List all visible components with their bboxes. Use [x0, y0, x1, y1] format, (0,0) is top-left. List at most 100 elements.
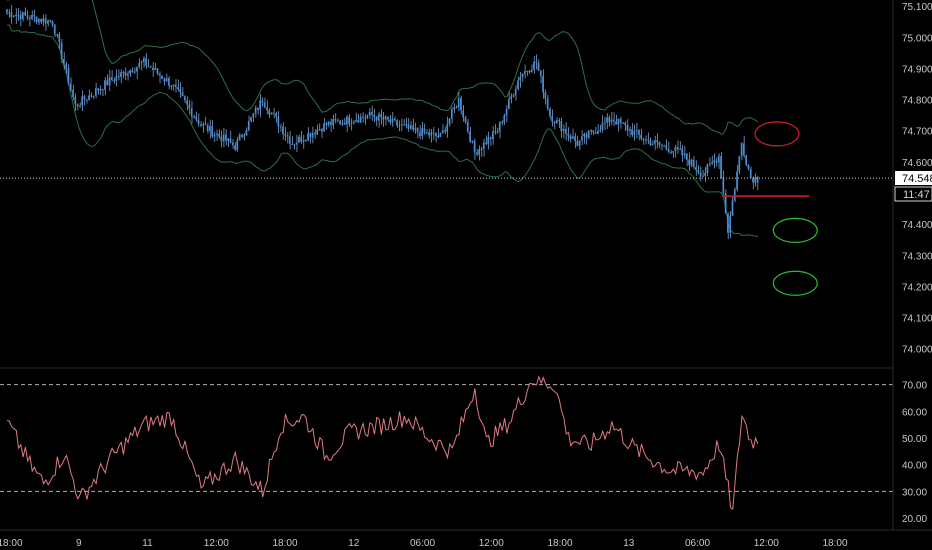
- candle: [496, 127, 499, 134]
- candle: [692, 155, 695, 170]
- candle: [168, 76, 170, 90]
- candle: [464, 115, 467, 124]
- candle: [498, 121, 501, 139]
- candle: [309, 132, 312, 144]
- candle: [142, 56, 145, 68]
- rsi-pane[interactable]: [0, 375, 893, 510]
- candle: [628, 126, 631, 138]
- bollinger-bands: [7, 0, 759, 237]
- candle: [67, 64, 70, 86]
- candle: [104, 76, 106, 96]
- candle-countdown-label: 11:47: [903, 189, 930, 201]
- candle: [327, 120, 330, 128]
- candle: [478, 145, 481, 161]
- candle: [578, 140, 581, 151]
- rsi-tick-label: 50.00: [902, 434, 927, 445]
- candle: [466, 119, 469, 134]
- price-tick-label: 74.300: [902, 251, 932, 262]
- candle: [375, 116, 378, 127]
- candle: [17, 8, 20, 21]
- chart-annotations: [722, 121, 818, 296]
- candle: [222, 127, 225, 148]
- candle: [419, 125, 421, 140]
- price-pane[interactable]: [0, 0, 893, 296]
- candle: [537, 59, 540, 72]
- candle: [699, 166, 702, 182]
- price-tick-label: 74.200: [902, 282, 932, 293]
- candle: [448, 117, 451, 127]
- candle: [549, 107, 551, 120]
- candle: [35, 16, 38, 25]
- candle: [138, 58, 141, 69]
- candle: [40, 18, 42, 24]
- candle: [197, 113, 200, 127]
- candle: [644, 135, 647, 145]
- candle: [642, 137, 645, 145]
- candle: [56, 33, 58, 38]
- candle: [371, 105, 373, 121]
- candle: [403, 119, 405, 126]
- candle: [227, 138, 230, 148]
- time-tick-label: 18:00: [822, 538, 847, 549]
- candle: [368, 107, 371, 119]
- candle: [49, 19, 52, 23]
- target-ellipse-marker[interactable]: [772, 217, 818, 243]
- candle: [238, 132, 241, 141]
- rsi-tick-label: 40.00: [902, 461, 927, 472]
- candle: [295, 135, 298, 153]
- candle: [257, 107, 259, 115]
- candle: [583, 132, 585, 144]
- candle: [745, 154, 747, 167]
- candle: [503, 113, 506, 126]
- candle: [44, 14, 47, 31]
- candle: [341, 119, 344, 126]
- candle: [26, 10, 29, 21]
- candle: [140, 60, 143, 71]
- price-tick-label: 74.000: [902, 345, 932, 356]
- candle: [706, 163, 709, 177]
- last-price-badge: 74.548: [895, 171, 932, 185]
- candle: [398, 120, 401, 132]
- candle: [99, 85, 102, 95]
- candle: [384, 115, 387, 126]
- candle: [94, 82, 97, 99]
- candle: [63, 52, 65, 70]
- candle: [113, 77, 115, 84]
- bollinger-upper: [7, 0, 759, 135]
- candle: [300, 130, 303, 144]
- candle: [414, 122, 417, 134]
- candle: [626, 119, 629, 136]
- candle: [635, 122, 638, 139]
- candle: [530, 64, 533, 73]
- candle: [266, 100, 268, 115]
- candle: [487, 131, 490, 150]
- candle: [654, 135, 656, 150]
- candle: [567, 127, 570, 142]
- candle: [704, 167, 706, 182]
- candle: [117, 69, 120, 81]
- candle: [145, 53, 147, 69]
- candle: [428, 128, 430, 139]
- candle: [110, 70, 113, 82]
- candle: [51, 20, 54, 28]
- candle: [660, 143, 663, 151]
- candle: [733, 187, 736, 203]
- rsi-scale[interactable]: 70.00 60.00 50.00 40.00 30.00 20.00: [902, 381, 927, 525]
- candle: [343, 117, 346, 125]
- candle: [154, 63, 156, 71]
- candle: [603, 116, 606, 130]
- target-ellipse-marker[interactable]: [772, 270, 818, 296]
- candle: [172, 84, 175, 91]
- candle: [355, 112, 357, 123]
- candle: [421, 121, 423, 140]
- candle: [209, 119, 211, 139]
- candle: [592, 130, 595, 136]
- candle: [250, 116, 252, 123]
- candle: [389, 115, 392, 126]
- resistance-ellipse-marker[interactable]: [754, 121, 800, 147]
- time-axis[interactable]: 18:00 9 11 12:00 18:00 12 06:00 12:00 18:00 13 06:…: [0, 538, 848, 549]
- candle: [218, 129, 220, 139]
- candle: [85, 98, 88, 104]
- candle: [683, 145, 686, 159]
